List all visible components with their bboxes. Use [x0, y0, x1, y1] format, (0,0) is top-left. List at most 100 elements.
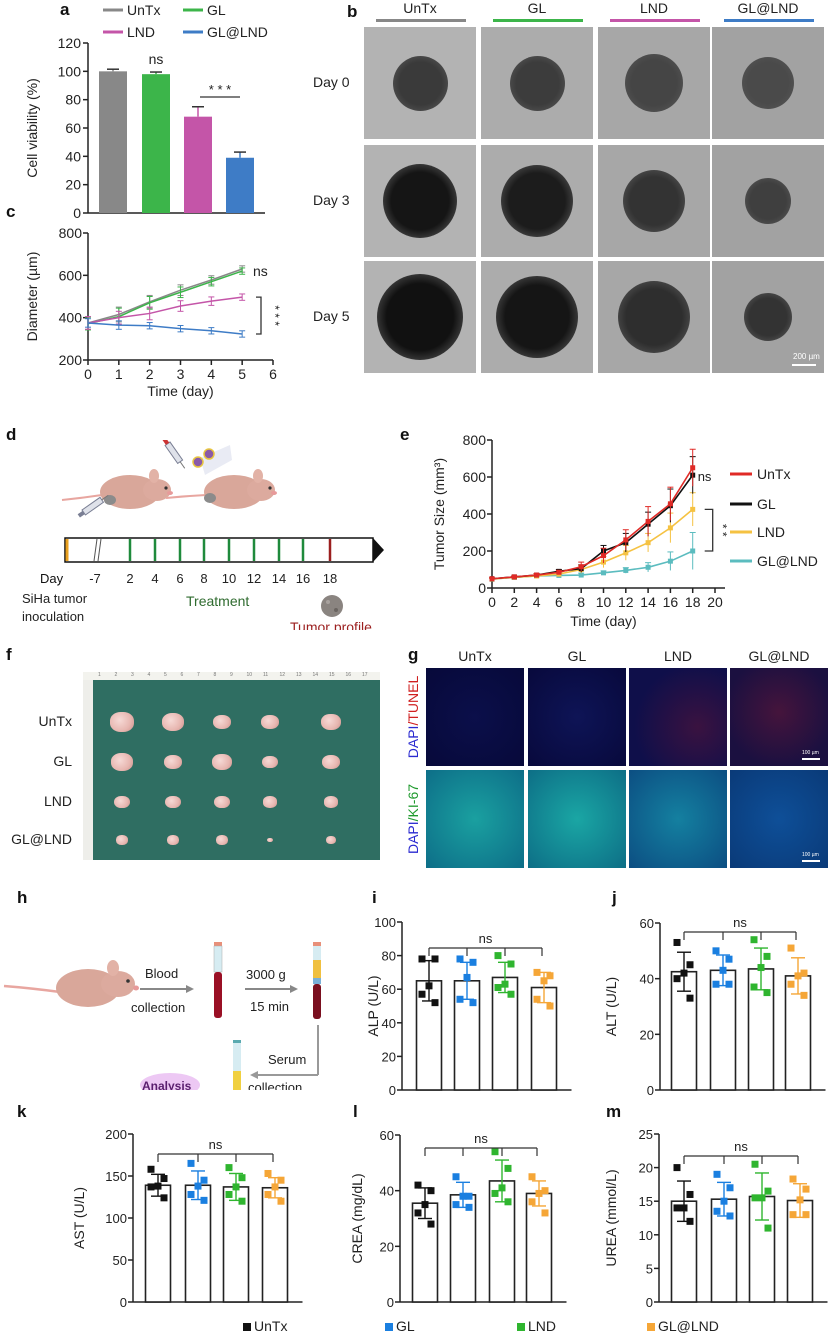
row-label-day: Day 5	[313, 308, 350, 324]
y-tick-label: 0	[387, 1295, 394, 1310]
significance-ns: ns	[698, 469, 712, 484]
y-tick-label: 40	[640, 972, 654, 987]
y-tick-label: 40	[380, 1184, 394, 1199]
y-axis-label: CREA (mg/dL)	[349, 1173, 365, 1263]
column-header-lnd: LND	[663, 648, 692, 664]
ki67-stain-image	[730, 770, 828, 868]
y-tick-label: 120	[58, 35, 82, 51]
data-point	[277, 1197, 285, 1205]
timeline-day-label: 6	[176, 571, 183, 586]
tunel-stain-image	[629, 668, 727, 766]
significance-bracket	[256, 296, 262, 335]
y-tick-label: 80	[65, 92, 81, 108]
series-line-gl-lnd	[87, 322, 243, 335]
panel-m-label: m	[606, 1102, 622, 1121]
significance-ns: ns	[149, 51, 164, 67]
mouse-illustration	[3, 960, 139, 1007]
data-point	[789, 1175, 797, 1183]
row-label-dapi-ki67: DAPI/KI-67	[405, 784, 421, 854]
significance-ns: ns	[734, 1139, 748, 1154]
stain-ki67: KI-67	[405, 783, 421, 818]
x-tick-label: 2	[146, 366, 154, 382]
legend-label-lnd: LND	[757, 524, 785, 540]
data-point	[160, 1175, 168, 1183]
ruler-tick-label: 4	[147, 672, 151, 678]
x-tick-label: 8	[577, 594, 585, 610]
inoculation-label-2: inoculation	[22, 609, 84, 624]
panel-i-label: i	[372, 888, 377, 907]
y-tick-label: 100	[58, 63, 82, 79]
data-point	[601, 553, 606, 559]
data-point	[494, 952, 502, 960]
ruler-tick-label: 1	[98, 672, 101, 678]
y-tick-label: 60	[640, 916, 654, 931]
legend-item-untx: UnTx	[243, 1318, 287, 1334]
ki67-stain-image	[629, 770, 727, 868]
data-point	[225, 1164, 233, 1172]
ruler-tick-label: 5	[164, 672, 167, 678]
legend-label-lnd: LND	[127, 24, 155, 40]
spheroid	[618, 281, 690, 353]
stain-dapi: DAPI	[405, 821, 421, 855]
spheroid	[377, 274, 463, 360]
y-tick-label: 0	[478, 580, 486, 596]
data-point	[456, 955, 464, 963]
syringe-icon	[77, 494, 109, 518]
spheroid-micrograph	[481, 27, 593, 139]
data-point	[800, 969, 808, 977]
panel-h-label: h	[17, 888, 28, 907]
y-tick-label: 200	[463, 543, 487, 559]
tumor-specimen	[213, 714, 231, 730]
significance-ns: ns	[474, 1131, 488, 1146]
legend-item-gl-lnd: GL@LND	[647, 1318, 719, 1334]
spheroid-micrograph	[364, 261, 476, 373]
tunel-stain-image	[426, 668, 524, 766]
ruler-tick-label: 2	[114, 672, 118, 678]
series-line-untx	[87, 268, 243, 324]
data-point	[667, 558, 673, 564]
data-point	[427, 1187, 435, 1195]
y-tick-label: 40	[382, 1016, 396, 1031]
tumor-specimen	[212, 754, 232, 770]
data-point	[463, 973, 471, 981]
chart-l: 0 20 40 60 CREA (mg/dL) ns	[349, 1128, 567, 1310]
bar-gl-lnd	[226, 157, 254, 213]
syringe-icon	[162, 440, 186, 469]
y-tick-label: 20	[640, 1027, 654, 1042]
y-axis-label: ALP (U/L)	[365, 975, 381, 1036]
tumor-specimen	[324, 796, 338, 808]
ruler-tick-label: 7	[197, 672, 200, 678]
tumor-profile-label: Tumor profile	[290, 619, 372, 630]
scale-bar	[802, 758, 820, 760]
data-point	[726, 1212, 734, 1220]
data-point	[469, 999, 477, 1007]
tunel-stain-image	[730, 668, 828, 766]
data-point	[720, 1197, 728, 1205]
column-header-gl-lnd: GL@LND	[737, 0, 799, 16]
tumor-specimen	[111, 753, 133, 771]
spheroid	[744, 293, 792, 341]
timeline-day-label: 18	[323, 571, 337, 586]
nanoparticle-icon	[192, 445, 232, 475]
spheroid	[625, 54, 683, 112]
y-axis-label: ALT (U/L)	[603, 977, 619, 1036]
column-color-bar	[610, 19, 700, 22]
data-point	[623, 537, 629, 543]
tumor-specimen	[162, 713, 184, 731]
panel-e-label: e	[400, 425, 410, 444]
y-tick-label: 20	[380, 1239, 394, 1254]
tumor-specimen	[214, 795, 230, 809]
data-point	[673, 1164, 681, 1172]
data-point	[459, 1192, 467, 1200]
separated-tube-icon	[313, 942, 321, 1019]
y-axis-label: UREA (mmol/L)	[603, 1169, 619, 1266]
data-point	[686, 1217, 694, 1225]
x-tick-label: 5	[238, 366, 246, 382]
data-point	[690, 548, 696, 554]
data-point	[421, 1201, 429, 1209]
y-tick-label: 150	[105, 1169, 127, 1184]
data-point	[686, 994, 694, 1002]
ruler-vertical	[83, 680, 93, 860]
y-tick-label: 40	[65, 148, 81, 164]
ruler-tick-label: 17	[362, 672, 368, 678]
